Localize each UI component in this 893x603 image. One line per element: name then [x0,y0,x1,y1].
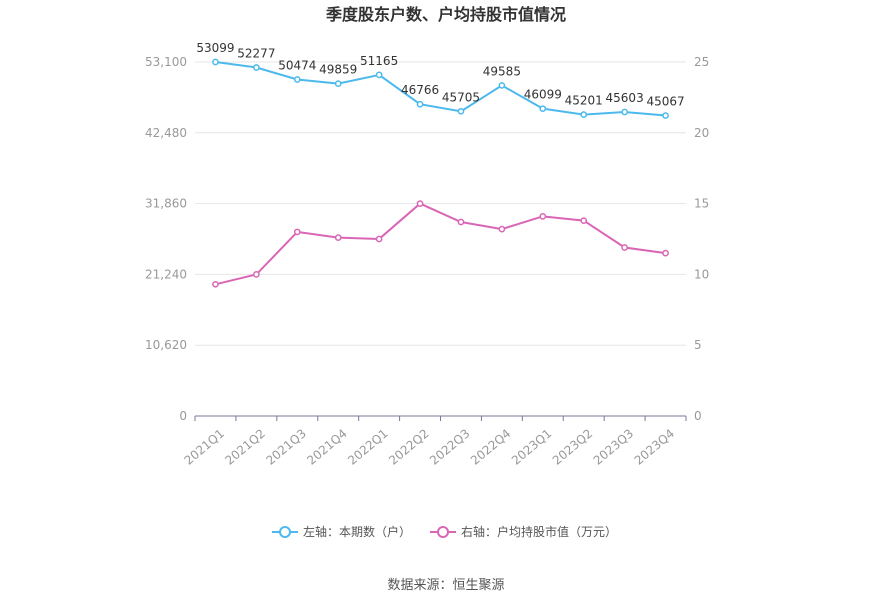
data-point [580,111,588,119]
data-point [580,217,588,224]
data-point [457,107,465,115]
left-tick-label: 21,240 [145,267,187,281]
data-point [662,112,669,119]
data-point [621,244,628,251]
data-label: 45603 [606,91,644,105]
right-axis: 0 5 10 15 20 25 [694,55,709,423]
data-label: 52277 [237,46,275,60]
right-tick-label: 5 [694,338,702,352]
x-tick-label: 2022Q2 [386,426,431,467]
legend-label: 右轴：户均持股市值（万元） [461,524,617,539]
x-tick-label: 2021Q1 [182,426,227,467]
data-point [334,234,342,241]
x-tick-label: 2021Q3 [263,426,308,467]
right-tick-label: 25 [694,55,709,69]
x-tick-label: 2023Q3 [591,426,636,467]
left-axis: 0 10,620 21,240 31,860 42,480 53,100 [145,55,187,423]
grid [195,61,686,346]
data-point [621,108,628,116]
legend-marker-icon [437,526,449,538]
data-point [662,249,669,257]
data-label: 45067 [646,95,684,109]
data-point [375,71,383,79]
data-point [375,235,383,243]
data-label: 45201 [565,94,603,108]
left-tick-label: 53,100 [145,55,187,69]
data-point [416,100,424,108]
legend-marker-icon [279,526,291,538]
chart-title: 季度股东户数、户均持股市值情况 [325,5,566,24]
series-line [215,202,666,286]
legend-label: 左轴：本期数（户） [303,524,411,539]
left-tick-label: 0 [179,409,187,423]
x-axis: 2021Q12021Q22021Q32021Q42022Q12022Q22022… [182,415,687,468]
left-tick-label: 42,480 [145,126,187,140]
data-label: 51165 [360,54,398,68]
right-tick-label: 10 [694,267,709,281]
x-tick-label: 2022Q4 [468,426,513,467]
data-point [293,76,301,83]
data-point [539,105,547,113]
data-point [416,200,424,207]
data-point [498,82,506,89]
data-label: 53099 [196,41,234,55]
x-tick-label: 2021Q2 [222,426,267,467]
source-note: 数据来源：恒生聚源 [387,578,504,593]
data-label: 46099 [524,88,562,102]
data-point [498,225,506,233]
x-tick-label: 2022Q1 [345,426,390,467]
data-point [212,58,219,66]
data-label: 49859 [319,63,357,77]
data-point [212,280,219,288]
x-tick-label: 2023Q4 [632,426,677,467]
data-label: 45705 [442,90,480,104]
legend-item[interactable]: 左轴：本期数（户） [272,524,411,539]
data-point [539,212,547,220]
data-point [293,228,301,236]
series-line [215,61,666,117]
data-label: 50474 [278,59,316,73]
right-tick-label: 15 [694,197,709,211]
legend-item[interactable]: 右轴：户均持股市值（万元） [430,524,617,539]
x-tick-label: 2022Q3 [427,426,472,467]
data-label: 46766 [401,83,439,97]
data-label: 49585 [483,64,521,78]
x-tick-label: 2021Q4 [304,426,349,467]
x-tick-label: 2023Q1 [509,426,554,467]
left-tick-label: 10,620 [145,338,187,352]
data-point [253,64,260,71]
right-tick-label: 20 [694,126,709,140]
data-point [334,80,342,87]
right-tick-label: 0 [694,409,702,423]
x-tick-label: 2023Q2 [550,426,595,467]
data-point [457,218,465,226]
data-point [253,271,260,278]
left-tick-label: 31,860 [145,197,187,211]
legend[interactable]: 左轴：本期数（户） 右轴：户均持股市值（万元） [272,524,617,539]
